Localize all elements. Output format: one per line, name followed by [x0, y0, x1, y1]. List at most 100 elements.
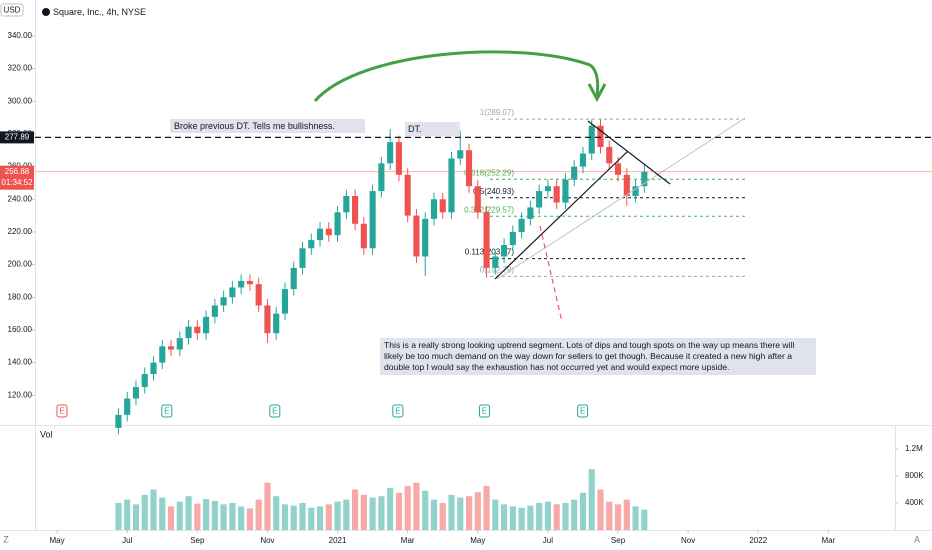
- volume-bar: [632, 506, 639, 530]
- candle-body: [571, 166, 578, 180]
- volume-bar: [492, 499, 499, 530]
- volume-bar: [360, 494, 367, 530]
- volume-bar: [579, 492, 587, 530]
- candle-body: [448, 158, 455, 213]
- trend-line: [587, 120, 671, 185]
- candle-body: [606, 147, 613, 164]
- green-arrow: [313, 50, 600, 102]
- trend-line: [496, 117, 746, 280]
- annotation: DT.: [408, 124, 422, 134]
- earnings-label: E: [580, 407, 585, 416]
- volume-bar: [474, 492, 481, 530]
- earnings-marker: [56, 404, 68, 418]
- candle-body: [124, 398, 131, 415]
- candle-body: [176, 338, 183, 350]
- volume-bar: [211, 500, 218, 530]
- auto-button[interactable]: A: [914, 534, 920, 544]
- earnings-marker: [577, 404, 589, 418]
- currency: USD: [4, 6, 21, 15]
- volume-bar: [439, 502, 446, 530]
- volume-bar: [334, 501, 341, 530]
- volume-bar: [395, 492, 402, 530]
- candle-body: [378, 163, 385, 192]
- volume-bar: [430, 499, 438, 530]
- price-label-box: [0, 165, 34, 190]
- volume-bar: [404, 486, 411, 530]
- volume-bar: [185, 496, 192, 530]
- candle-body: [518, 218, 525, 232]
- volume-bar: [588, 469, 595, 530]
- x-tick-label: Sep: [611, 536, 626, 545]
- y-tick-label: 240.00: [8, 194, 33, 203]
- volume-bar: [264, 482, 271, 530]
- x-tick-label: Mar: [401, 536, 415, 545]
- projection-line: [539, 225, 563, 323]
- candle-body: [465, 150, 473, 187]
- x-tick-label: May: [470, 536, 485, 545]
- earnings-marker: [478, 404, 490, 418]
- volume-bar: [220, 504, 227, 530]
- candle-body: [597, 125, 604, 148]
- candle-body: [141, 374, 148, 388]
- volume-bar: [325, 504, 332, 530]
- candle-body: [553, 186, 560, 203]
- candle-body: [579, 153, 587, 167]
- candle-body: [299, 248, 306, 268]
- candle-body: [185, 326, 192, 339]
- annotation: Broke previous DT. Tells me bullishness.: [174, 121, 335, 131]
- countdown: 01:34:52: [1, 178, 33, 187]
- volume-bar: [571, 499, 578, 530]
- candle-body: [369, 191, 376, 249]
- candle-body: [544, 186, 551, 192]
- candle-body: [562, 179, 569, 203]
- volume-bar: [176, 501, 183, 530]
- x-tick-label: Mar: [821, 536, 835, 545]
- volume-bar: [299, 502, 306, 530]
- candle-body: [290, 267, 297, 290]
- zoom-button[interactable]: Z: [3, 534, 9, 544]
- earnings-label: E: [482, 407, 487, 416]
- candle-body: [483, 212, 490, 268]
- volume-bar: [527, 505, 534, 530]
- volume-bar: [132, 504, 140, 530]
- candle-body: [325, 228, 332, 236]
- volume-tick-label: 400K: [905, 498, 924, 507]
- volume-bar: [194, 503, 201, 530]
- earnings-label: E: [272, 407, 277, 416]
- volume-bar: [203, 498, 210, 530]
- x-tick-label: Sep: [190, 536, 205, 545]
- volume-bar: [483, 486, 490, 530]
- fib-label: 0.618(252.29): [464, 168, 514, 177]
- volume-bar: [422, 490, 429, 530]
- y-tick-label: 320.00: [8, 64, 33, 73]
- volume-bar: [448, 494, 455, 530]
- candle-body: [115, 414, 122, 428]
- earnings-marker: [392, 404, 404, 418]
- y-tick-label: 160.00: [8, 325, 33, 334]
- candle-body: [220, 297, 227, 306]
- candle-body: [588, 125, 595, 154]
- candle-body: [474, 186, 481, 213]
- x-tick-label: 2022: [749, 536, 767, 545]
- volume-bar: [255, 499, 262, 530]
- candle-body: [229, 287, 236, 298]
- volume-bar: [544, 501, 551, 530]
- volume-bar: [378, 496, 385, 530]
- y-tick-label: 180.00: [8, 292, 33, 301]
- volume-bar: [159, 497, 166, 530]
- earnings-label: E: [164, 407, 169, 416]
- annotation-box: [170, 119, 365, 133]
- earnings-marker: [161, 404, 173, 418]
- y-tick-label: 300.00: [8, 96, 33, 105]
- arrow-head: [587, 83, 607, 103]
- candle-body: [430, 199, 438, 219]
- volume-bar: [457, 497, 464, 530]
- candle-body: [334, 212, 341, 236]
- candle-body: [641, 171, 648, 187]
- candle-body: [352, 196, 359, 224]
- volume-bar: [124, 499, 131, 530]
- candle-body: [150, 362, 157, 375]
- candle-body: [211, 305, 218, 317]
